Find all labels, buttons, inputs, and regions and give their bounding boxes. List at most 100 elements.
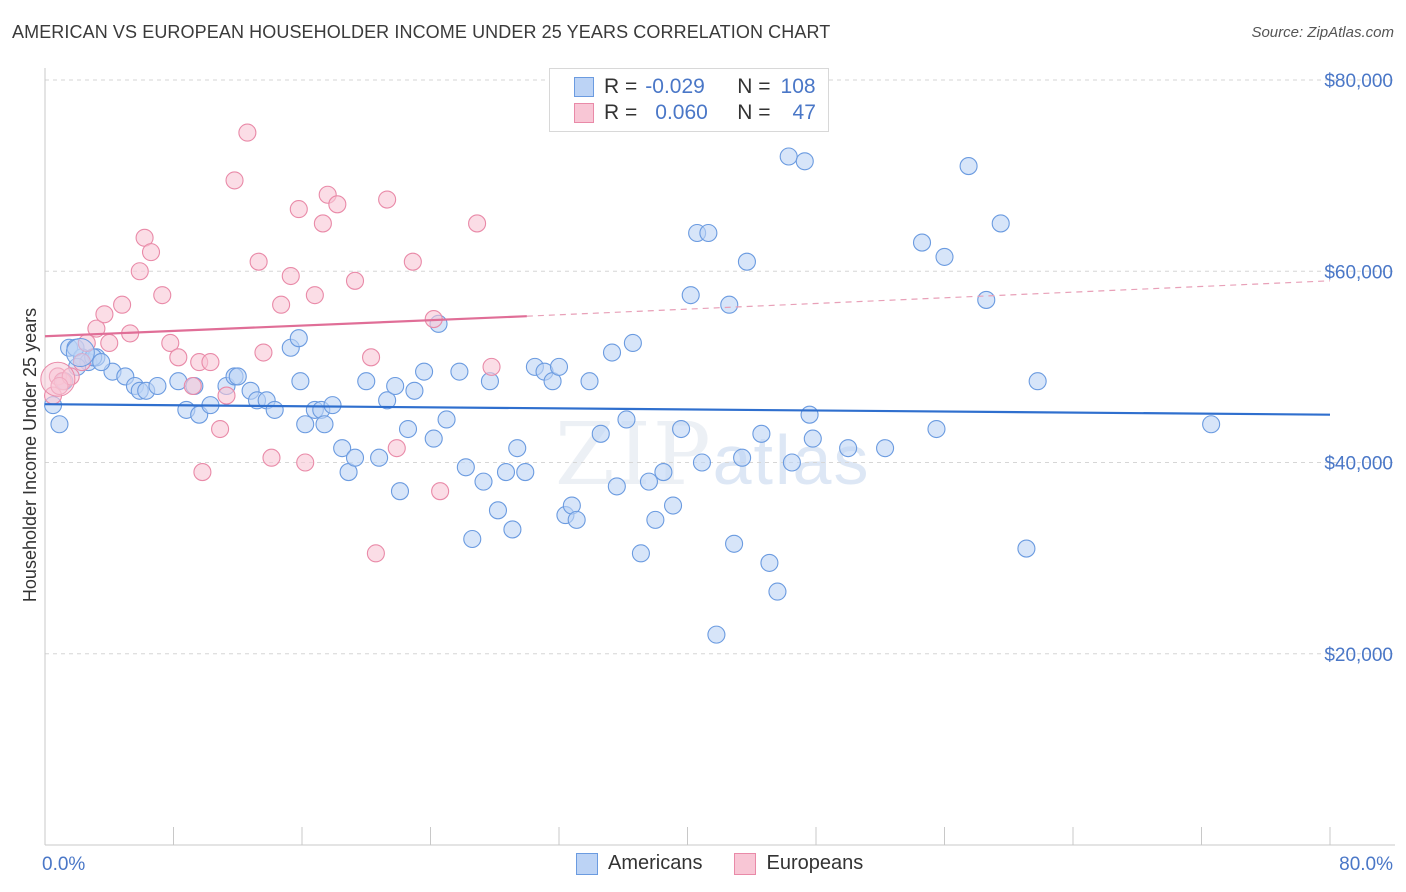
europeans-point (249, 252, 268, 271)
legend-n-value: 108 (780, 75, 816, 98)
europeans-point (225, 171, 244, 190)
americans-point (681, 286, 700, 305)
europeans-point (238, 123, 257, 142)
americans-point (617, 410, 636, 429)
europeans-point (366, 544, 385, 563)
legend-n-value: 47 (792, 101, 816, 124)
europeans-point (201, 353, 220, 372)
americans-point (463, 529, 482, 549)
americans-point (424, 429, 443, 448)
bottom-legend-label: Americans (608, 852, 703, 874)
americans-point (876, 439, 895, 458)
europeans-point (345, 271, 365, 290)
americans-point (50, 415, 69, 434)
americans-point (602, 343, 622, 362)
europeans-point (153, 286, 172, 305)
y-axis-label: Householder Income Under 25 years (20, 308, 40, 602)
europeans-point (193, 463, 212, 482)
legend-box: R = -0.029 N = 108 R = 0.060 N = 47 (549, 68, 829, 132)
europeans-point (313, 214, 332, 233)
europeans-point (113, 295, 132, 314)
europeans-point (362, 348, 381, 367)
americans-point (488, 501, 508, 520)
americans-point (760, 553, 779, 572)
europeans-point (378, 190, 397, 209)
americans-point (450, 362, 469, 381)
tick-labels: $20,000 $40,000 $60,000 $80,000 0.0% 80.0% (42, 71, 1393, 875)
europeans-trend-line (44, 315, 527, 338)
bottom-legend-swatch-americans (576, 852, 598, 875)
americans-point (935, 247, 954, 266)
europeans-point (161, 333, 180, 353)
europeans-point (328, 195, 347, 214)
americans-trend-line (44, 403, 1331, 416)
americans-point (323, 396, 342, 415)
americans-point (991, 214, 1010, 233)
americans-point (398, 419, 418, 439)
legend-swatch-europeans (574, 103, 594, 123)
americans-point (803, 429, 822, 448)
europeans-point (254, 343, 273, 362)
americans-point (437, 410, 456, 429)
grid (45, 79, 1395, 655)
americans-point (378, 391, 397, 410)
americans-point (623, 333, 642, 353)
americans-point (357, 372, 376, 391)
americans-point (663, 496, 683, 515)
europeans-point (482, 357, 501, 376)
legend-n-label: N = (737, 101, 771, 124)
americans-point (631, 544, 650, 563)
europeans-point (305, 286, 324, 305)
legend-row-europeans: R = 0.060 N = 47 (574, 101, 816, 125)
americans-point (591, 424, 610, 443)
y-tick-label: $80,000 (1324, 71, 1393, 92)
americans-point (291, 372, 310, 391)
europeans-point (468, 214, 487, 233)
legend-r-value: -0.029 (645, 75, 705, 98)
europeans-point (100, 333, 119, 353)
americans-point (720, 295, 739, 314)
europeans-point (272, 295, 291, 314)
americans-point (737, 252, 756, 271)
bottom-legend: Americans Europeans (576, 852, 895, 875)
americans-point (707, 625, 726, 644)
americans-point (672, 419, 691, 439)
americans-point (315, 415, 334, 434)
bottom-legend-americans: Americans (576, 852, 702, 875)
x-tick-label: 0.0% (42, 854, 85, 875)
europeans-point (281, 266, 300, 286)
europeans-trend-extension (526, 280, 1331, 317)
legend-r-value: 0.060 (655, 101, 708, 124)
chart-title: AMERICAN VS EUROPEAN HOUSEHOLDER INCOME … (12, 22, 831, 42)
americans-point (639, 472, 659, 491)
europeans-point (217, 386, 236, 405)
europeans-point (141, 243, 161, 262)
americans-point (516, 463, 535, 482)
americans-point (607, 477, 626, 496)
americans-point (1028, 372, 1047, 391)
americans-point (474, 472, 493, 491)
legend-row-americans: R = -0.029 N = 108 (574, 75, 816, 99)
americans-point (977, 290, 996, 309)
americans-point (779, 147, 798, 166)
americans-point (654, 463, 673, 482)
legend-r-label: R = (604, 101, 638, 124)
europeans-point (262, 448, 281, 467)
europeans-point (169, 348, 188, 367)
americans-point (699, 223, 718, 243)
americans-point (390, 482, 410, 501)
europeans-point (296, 453, 315, 472)
americans-point (296, 415, 315, 434)
americans-point (345, 448, 365, 467)
americans-point (927, 419, 946, 439)
americans-point (370, 448, 389, 467)
americans-point (959, 157, 978, 176)
legend-n-label: N = (737, 75, 771, 98)
americans-point (333, 439, 352, 458)
americans-point (92, 353, 111, 372)
europeans-point (40, 361, 76, 397)
americans-point (795, 152, 814, 171)
americans-point (405, 381, 424, 400)
europeans-point (403, 252, 422, 271)
